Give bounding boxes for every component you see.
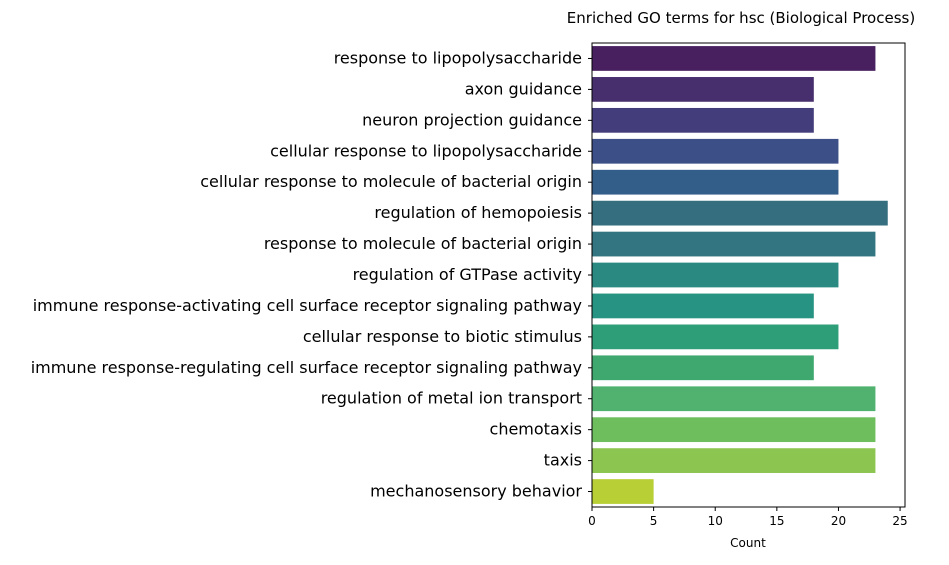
- bar-10: [592, 355, 814, 381]
- y-tick-label: chemotaxis: [490, 420, 582, 439]
- y-tick-label: cellular response to lipopolysaccharide: [270, 141, 582, 160]
- y-tick-label: regulation of GTPase activity: [353, 265, 582, 284]
- bars-layer: [592, 46, 888, 504]
- y-tick-label: mechanosensory behavior: [370, 482, 582, 501]
- x-tick-label: 15: [769, 514, 784, 528]
- y-tick-label: regulation of hemopoiesis: [374, 203, 582, 222]
- x-ticks: 0 5 10 15 20 25: [588, 507, 908, 528]
- bar-2: [592, 107, 814, 133]
- y-tick-label: cellular response to biotic stimulus: [303, 327, 582, 346]
- y-tick-label: response to molecule of bacterial origin: [264, 234, 582, 253]
- chart-title: Enriched GO terms for hsc (Biological Pr…: [567, 9, 915, 27]
- bar-3: [592, 138, 839, 164]
- y-tick-label: response to lipopolysaccharide: [334, 48, 582, 67]
- x-tick-label: 20: [831, 514, 846, 528]
- x-tick-label: 5: [650, 514, 658, 528]
- x-tick-label: 0: [588, 514, 596, 528]
- bar-13: [592, 448, 876, 473]
- axes-frame: [591, 42, 906, 508]
- bar-14: [592, 479, 654, 504]
- x-axis-label: Count: [730, 536, 766, 550]
- y-tick-labels: response to lipopolysaccharide axon guida…: [31, 48, 592, 501]
- bar-8: [592, 293, 814, 319]
- y-tick-label: axon guidance: [465, 79, 582, 98]
- y-tick-label: regulation of metal ion transport: [321, 389, 582, 408]
- bar-6: [592, 231, 876, 257]
- bar-5: [592, 200, 888, 226]
- bar-12: [592, 417, 876, 443]
- y-tick-label: neuron projection guidance: [362, 110, 582, 129]
- y-tick-label: taxis: [544, 451, 582, 470]
- y-tick-label: immune response-activating cell surface …: [33, 296, 582, 315]
- bar-4: [592, 169, 839, 195]
- bar-11: [592, 386, 876, 412]
- y-tick-label: immune response-regulating cell surface …: [31, 358, 582, 377]
- bar-7: [592, 262, 839, 288]
- bar-0: [592, 46, 876, 71]
- plot-frame: [591, 42, 906, 508]
- bar-1: [592, 77, 814, 102]
- y-tick-label: cellular response to molecule of bacteri…: [200, 172, 582, 191]
- bar-9: [592, 324, 839, 350]
- x-tick-label: 25: [892, 514, 907, 528]
- x-tick-label: 10: [708, 514, 723, 528]
